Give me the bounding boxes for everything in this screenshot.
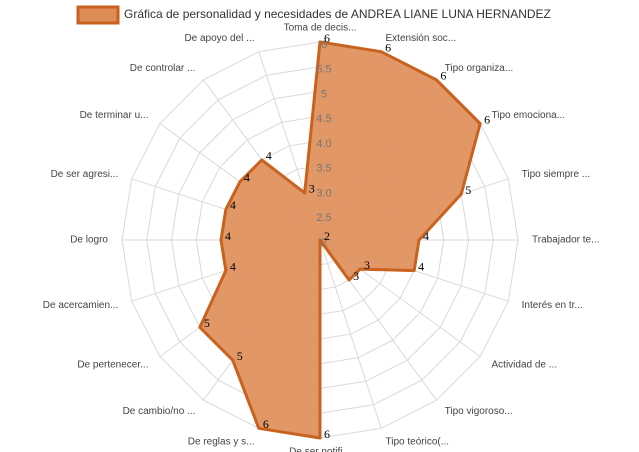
data-label: 4	[423, 229, 429, 243]
data-label: 4	[230, 259, 236, 273]
category-label: Tipo vigoroso...	[445, 406, 513, 417]
category-label: Trabajador te...	[532, 235, 599, 246]
data-label: 6	[324, 427, 330, 441]
data-label: 5	[204, 316, 210, 330]
category-label: Tipo emociona...	[492, 110, 566, 121]
data-label: 4	[266, 149, 272, 163]
category-label: De reglas y s...	[188, 436, 255, 447]
data-label: 4	[225, 229, 231, 243]
radar-area	[198, 40, 482, 440]
category-label: De ser agresi...	[51, 169, 119, 180]
data-label: 3	[353, 269, 359, 283]
category-label: De logro	[70, 235, 108, 246]
data-label: 4	[244, 171, 250, 185]
category-label: De cambio/no ...	[123, 406, 196, 417]
category-label: De ser notifi...	[289, 447, 351, 452]
data-label: 6	[324, 31, 330, 45]
data-label: 5	[465, 183, 471, 197]
r-tick-label: 3.0	[316, 187, 331, 199]
chart-title: Gráfica de personalidad y necesidades de…	[124, 7, 551, 21]
category-label: De acercamien...	[43, 300, 119, 311]
r-tick-label: 5	[321, 88, 327, 100]
r-tick-label: 2	[321, 237, 327, 249]
category-label: Toma de decis...	[284, 23, 357, 34]
r-tick-label: 3.5	[316, 163, 331, 175]
r-tick-label: 6	[321, 39, 327, 51]
category-label: Tipo organiza...	[445, 63, 514, 74]
category-label: Tipo teórico(...	[386, 436, 450, 447]
data-label: 6	[385, 40, 391, 54]
data-label: 6	[440, 69, 446, 83]
category-label: Extensión soc...	[386, 33, 457, 44]
data-label: 5	[237, 349, 243, 363]
data-label: 6	[263, 417, 269, 431]
category-label: De controlar ...	[130, 63, 196, 74]
r-tick-label: 4.0	[316, 138, 331, 150]
category-label: De apoyo del ...	[184, 33, 254, 44]
r-tick-label: 5.5	[316, 64, 331, 76]
data-label: 3	[309, 182, 315, 196]
r-tick-label: 4.5	[316, 113, 331, 125]
category-label: Interés en tr...	[522, 300, 583, 311]
category-label: De pertenecer...	[77, 359, 148, 370]
category-label: De terminar u...	[80, 110, 149, 121]
category-label: Actividad de ...	[492, 359, 558, 370]
data-label: 3	[364, 258, 370, 272]
r-tick-label: 2.5	[316, 212, 331, 224]
legend-swatch	[76, 5, 120, 25]
category-label: Tipo siempre ...	[522, 169, 591, 180]
spoke	[319, 239, 382, 429]
data-label: 6	[484, 112, 490, 126]
data-label: 4	[230, 198, 236, 212]
data-label: 2	[324, 229, 330, 243]
data-label: 4	[418, 259, 424, 273]
